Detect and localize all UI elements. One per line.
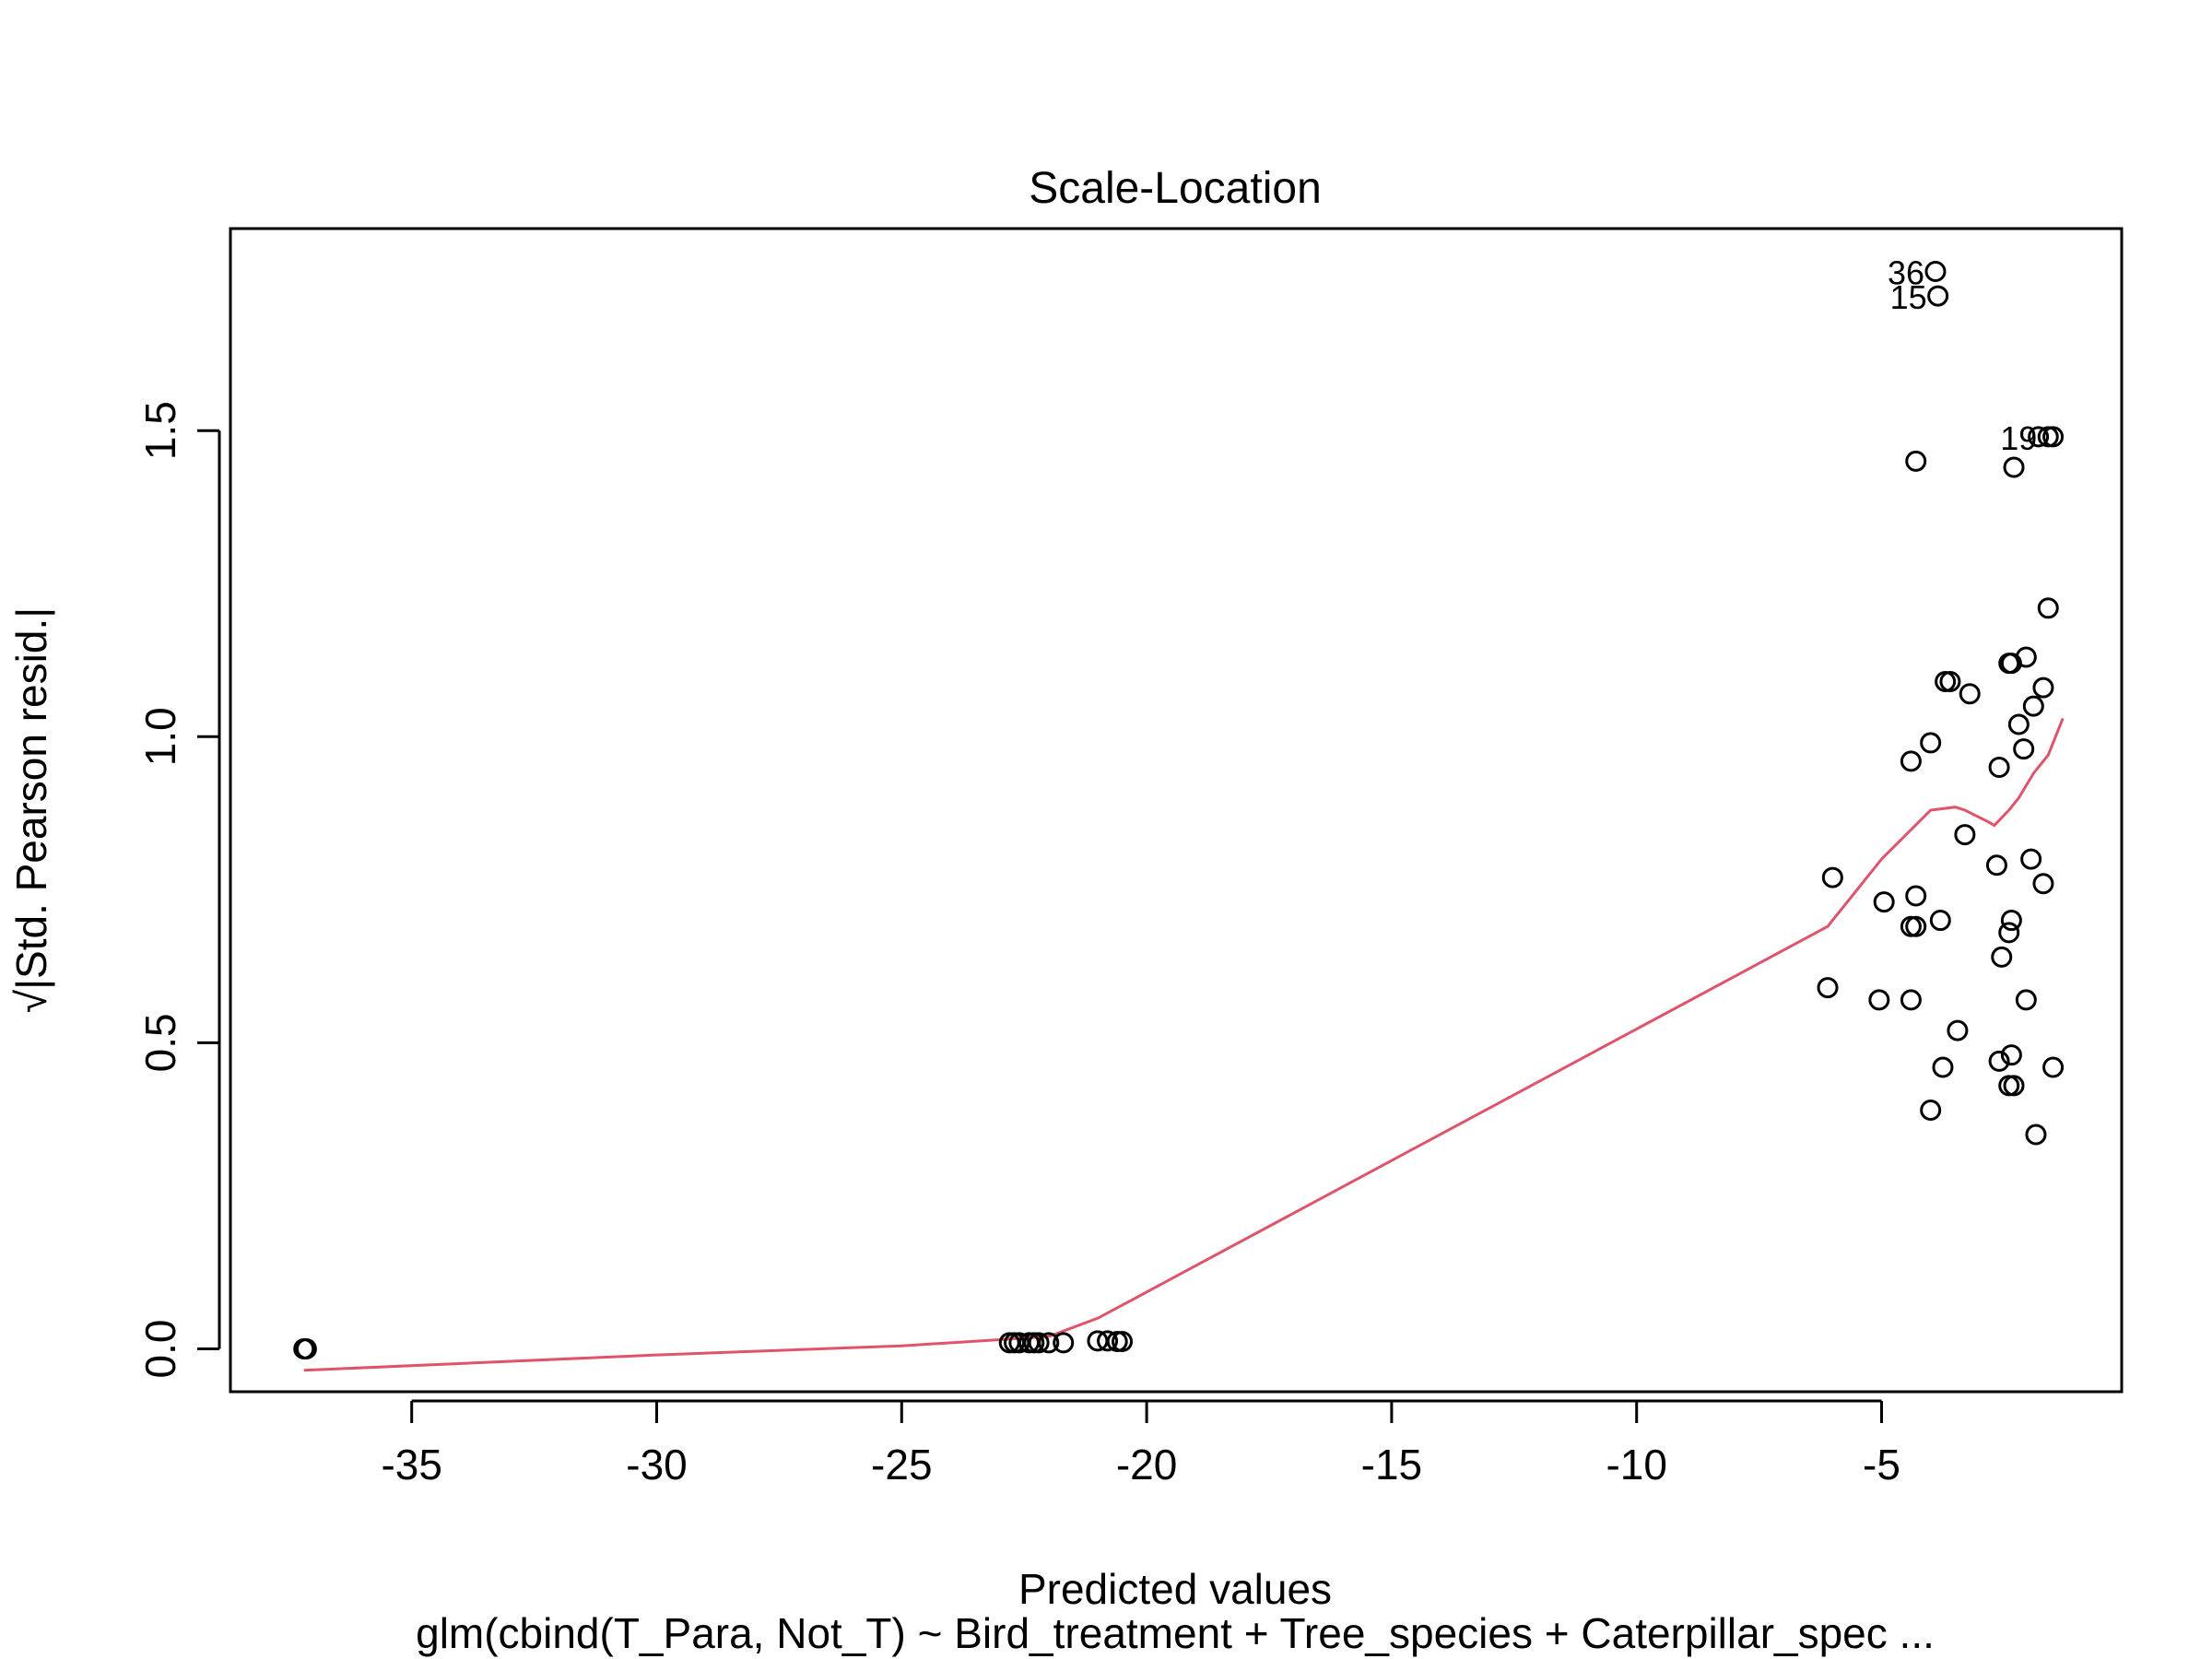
data-point (2028, 426, 2050, 448)
data-point (1988, 1050, 2010, 1072)
data-point (2000, 910, 2022, 932)
chart-title: Scale-Location (1029, 164, 1322, 213)
data-point (1905, 885, 1927, 907)
y-axis: 0.0 0.5 1.0 1.5 (136, 401, 221, 1379)
data-point (2003, 456, 2025, 478)
data-point (295, 1338, 317, 1360)
data-point (2037, 597, 2059, 619)
lowess-smooth-line (303, 717, 2065, 1372)
data-point (2000, 1044, 2022, 1066)
data-point (2000, 653, 2022, 675)
y-axis-label: √|Std. Pearson resid.| (7, 607, 55, 1013)
data-point (2042, 426, 2065, 448)
data-point (1920, 1099, 1942, 1121)
data-point (2015, 989, 2037, 1011)
data-point (1053, 1332, 1075, 1354)
x-tick-label: -15 (1361, 1441, 1422, 1488)
data-point (1939, 671, 1961, 693)
data-point (1028, 1332, 1050, 1354)
data-point (1112, 1331, 1134, 1353)
data-point (1905, 450, 1927, 472)
data-point (1038, 1332, 1060, 1354)
data-point (1954, 824, 1976, 846)
data-point (2013, 738, 2035, 760)
data-point (1817, 977, 1839, 999)
x-tick-label: -30 (626, 1441, 687, 1488)
data-point (1900, 750, 1922, 772)
data-point (2042, 1056, 2065, 1078)
data-point (1868, 989, 1890, 1011)
data-point (1821, 866, 1843, 888)
data-point (1900, 989, 1922, 1011)
data-point (1988, 757, 2010, 779)
point-label: 15 (1890, 278, 1927, 316)
data-point (1927, 285, 1949, 307)
data-point (2022, 695, 2044, 717)
x-tick-label: -20 (1116, 1441, 1177, 1488)
data-point (1932, 1056, 1954, 1078)
x-tick-label: -10 (1606, 1441, 1666, 1488)
x-tick-label: -35 (381, 1441, 441, 1488)
data-point (1905, 915, 1927, 937)
model-formula-subtitle: glm(cbind(T_Para, Not_T) ~ Bird_treatmen… (416, 1609, 1935, 1657)
data-point (1924, 260, 1947, 282)
data-point (1998, 922, 2020, 944)
smooth-line-layer (303, 717, 2065, 1372)
data-point (1097, 1330, 1119, 1352)
data-point (2007, 713, 2030, 735)
data-point (1920, 732, 1942, 754)
data-point (2032, 677, 2054, 699)
data-point (2032, 873, 2054, 895)
point-label: 36 (1888, 253, 1924, 291)
x-tick-label: -5 (1863, 1441, 1900, 1488)
data-point (2003, 1075, 2025, 1097)
point-label: 19 (2000, 419, 2037, 457)
points-layer (293, 260, 2065, 1360)
data-point (1985, 854, 2007, 877)
data-point (2025, 1124, 2047, 1146)
y-tick-label: 0.0 (136, 1320, 184, 1379)
data-point (1947, 1019, 1969, 1041)
data-point (1929, 910, 1951, 932)
data-point (2020, 848, 2042, 870)
x-tick-label: -25 (871, 1441, 932, 1488)
data-point (1959, 683, 1981, 705)
data-point (1873, 891, 1895, 913)
y-tick-label: 0.5 (136, 1013, 184, 1072)
x-axis: -35 -30 -25 -20 -15 -10 -5 (381, 1399, 1900, 1488)
x-axis-label: Predicted values (1018, 1565, 1332, 1613)
plot-frame (229, 227, 2124, 1394)
y-tick-label: 1.5 (136, 401, 184, 460)
data-point (1991, 946, 2013, 968)
y-tick-label: 1.0 (136, 707, 184, 766)
